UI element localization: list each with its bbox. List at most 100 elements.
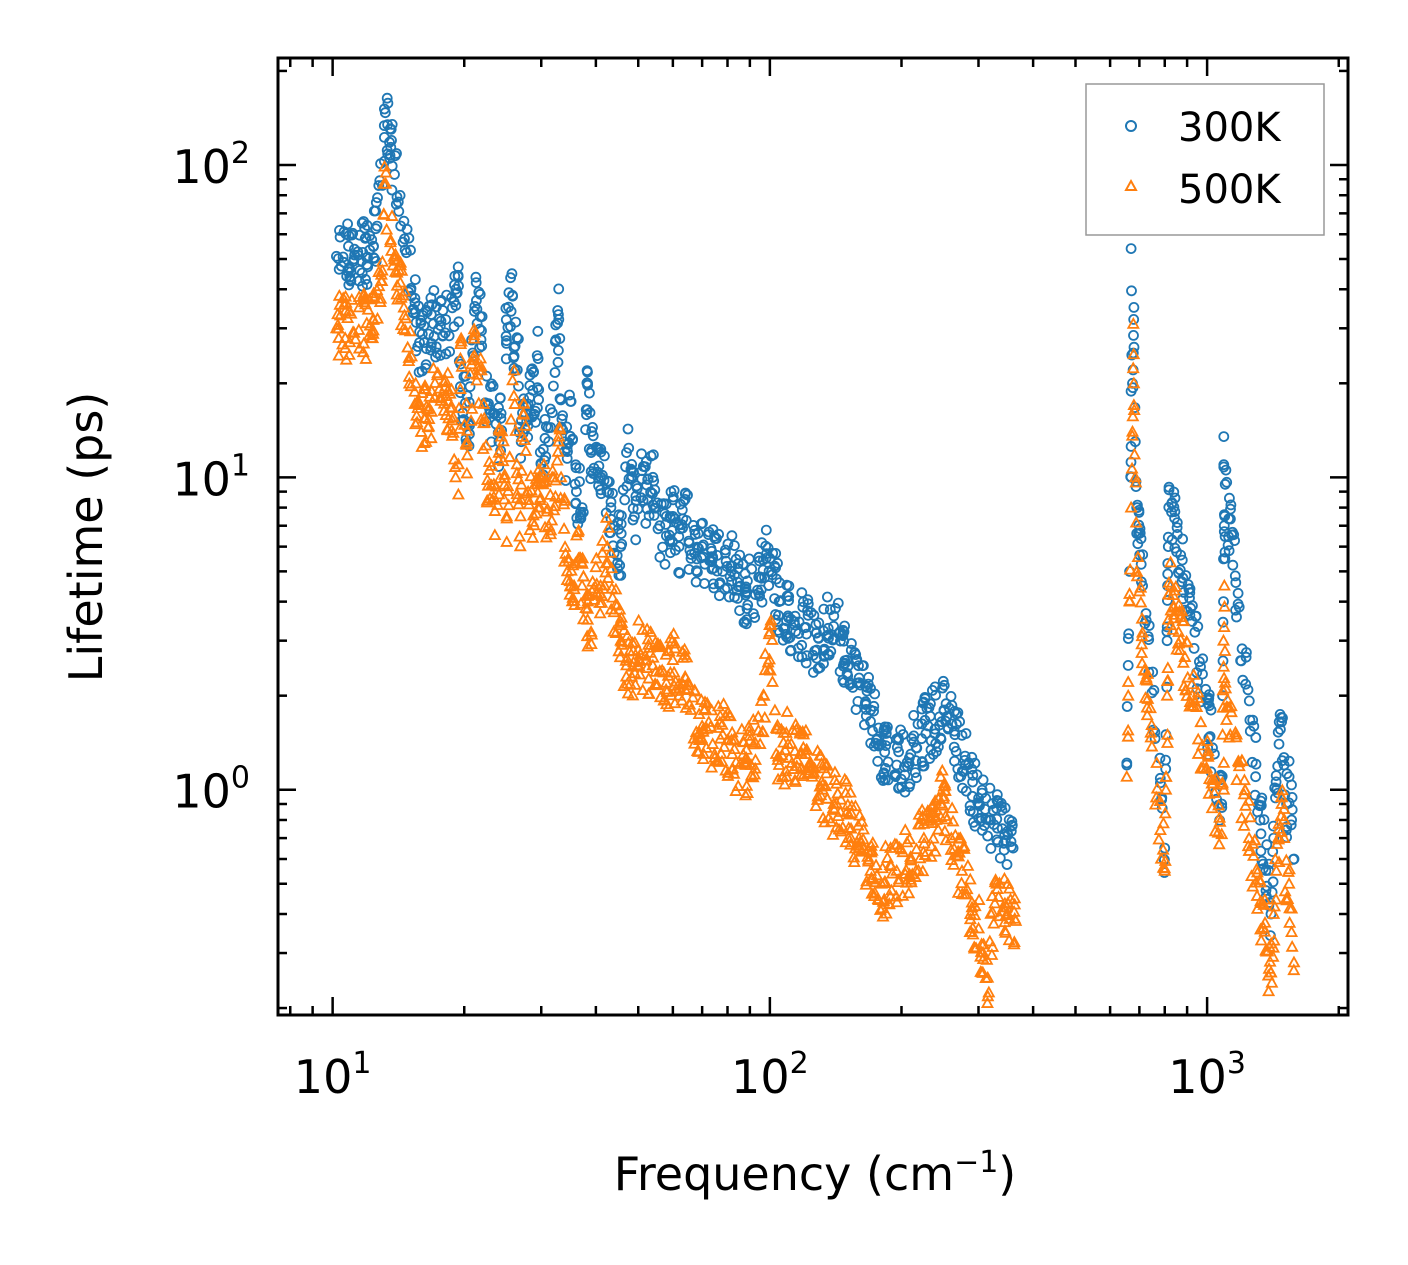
point-300k-dense — [963, 759, 974, 770]
point-500k-dense — [1003, 912, 1017, 924]
point-300k-84 — [1122, 660, 1134, 671]
point-500k-dense — [987, 916, 1001, 929]
point-500k-dense — [585, 627, 599, 640]
point-500k-dense — [762, 652, 777, 665]
point-500k-dense — [479, 438, 493, 451]
point-500k-dense — [524, 469, 538, 482]
point-500k-dense — [331, 321, 345, 334]
point-500k-dense — [700, 721, 714, 734]
point-300k-dense — [1190, 611, 1202, 622]
point-500k-dense — [820, 757, 834, 770]
point-300k-dense — [356, 267, 368, 279]
point-500k-dense — [1287, 963, 1301, 976]
point-500k-dense — [596, 534, 610, 546]
point-500k-dense — [562, 554, 576, 567]
point-500k-dense — [876, 861, 890, 874]
point-500k-dense — [1266, 949, 1280, 962]
point-500k-dense — [1153, 823, 1167, 835]
point-300k-dense — [549, 367, 561, 378]
x-axis-label-sup: −1 — [954, 1145, 998, 1180]
point-300k-dense — [742, 599, 754, 611]
point-500k-dense — [463, 366, 477, 379]
point-500k-dense — [564, 563, 578, 576]
point-300k-dense — [1229, 570, 1241, 582]
point-500k-dense — [1156, 816, 1170, 829]
point-500k-dense — [796, 769, 810, 782]
point-500k-dense — [595, 596, 609, 608]
point-300k-dense — [481, 370, 493, 382]
point-300k-dense — [1232, 587, 1244, 599]
point-500k-dense — [514, 477, 528, 490]
point-500k-dense — [966, 921, 980, 933]
point-500k-dense — [1207, 786, 1221, 798]
point-500k-dense — [682, 678, 696, 691]
point-500k-dense — [1274, 825, 1288, 837]
point-500k-dense — [852, 840, 866, 853]
point-500k-dense — [1135, 656, 1149, 669]
point-500k-dense — [367, 290, 381, 303]
point-300k-dense — [1185, 602, 1197, 614]
point-500k-dense — [1158, 854, 1172, 866]
point-500k-dense — [408, 417, 423, 430]
point-500k-dense — [1250, 902, 1264, 914]
point-300k-dense — [818, 603, 830, 615]
point-500k-dense — [1208, 824, 1222, 837]
point-300k-dense — [670, 544, 681, 556]
point-300k-dense — [740, 587, 752, 599]
point-300k-dense — [676, 504, 688, 516]
point-500k-dense — [748, 735, 762, 748]
point-500k-dense — [584, 637, 598, 650]
point-500k-dense — [1220, 700, 1234, 712]
point-500k-dense — [352, 341, 366, 354]
point-500k-dense — [855, 814, 869, 827]
point-300k-dense — [1126, 285, 1137, 297]
point-500k-dense — [464, 414, 478, 426]
point-500k-dense — [567, 594, 581, 606]
point-300k-dense — [1001, 859, 1013, 870]
point-300k-dense — [1285, 819, 1297, 831]
point-300k-dense — [607, 487, 618, 499]
point-300k-dense — [999, 835, 1011, 846]
point-500k-dense — [557, 522, 571, 534]
point-500k-dense — [1241, 839, 1255, 852]
point-500k-dense — [454, 331, 468, 344]
point-300k-dense — [699, 578, 710, 589]
point-300k-dense — [842, 660, 854, 672]
point-300k-dense — [721, 561, 733, 572]
point-300k-dense — [1220, 464, 1232, 476]
point-300k-dense — [1171, 517, 1183, 528]
point-300k-dense — [451, 287, 463, 299]
point-500k-dense — [795, 760, 809, 773]
point-500k-dense — [1211, 825, 1225, 838]
point-500k-dense — [1209, 771, 1223, 784]
point-500k-dense — [861, 854, 875, 867]
point-300k-dense — [882, 756, 894, 768]
point-300k-109 — [1273, 738, 1285, 750]
point-300k-dense — [553, 283, 565, 295]
point-500k-dense — [1262, 984, 1276, 997]
point-500k-86 — [1125, 424, 1140, 437]
point-500k-dense — [333, 298, 347, 310]
point-300k-dense — [812, 663, 824, 674]
point-500k-dense — [809, 799, 823, 812]
point-500k-100 — [1217, 578, 1231, 591]
point-300k-dense — [756, 537, 768, 549]
point-500k-dense — [1250, 865, 1264, 878]
point-300k-dense — [552, 356, 564, 368]
point-500k-dense — [1255, 896, 1269, 909]
point-300k-dense — [754, 590, 765, 602]
point-300k-dense — [796, 587, 808, 599]
x-tick-label-1: 102 — [731, 1046, 809, 1104]
point-500k-dense — [581, 602, 595, 614]
point-300k-dense — [975, 815, 987, 827]
point-300k-dense — [470, 271, 482, 283]
point-300k-dense — [616, 538, 628, 550]
point-300k-dense — [691, 541, 703, 553]
point-500k-dense — [454, 334, 468, 347]
point-500k-dense — [614, 610, 629, 623]
point-500k-dense — [1178, 650, 1192, 662]
point-300k-dense — [893, 782, 904, 794]
point-500k-dense — [679, 701, 693, 713]
point-500k-dense — [842, 821, 856, 833]
point-300k-dense — [851, 654, 863, 665]
